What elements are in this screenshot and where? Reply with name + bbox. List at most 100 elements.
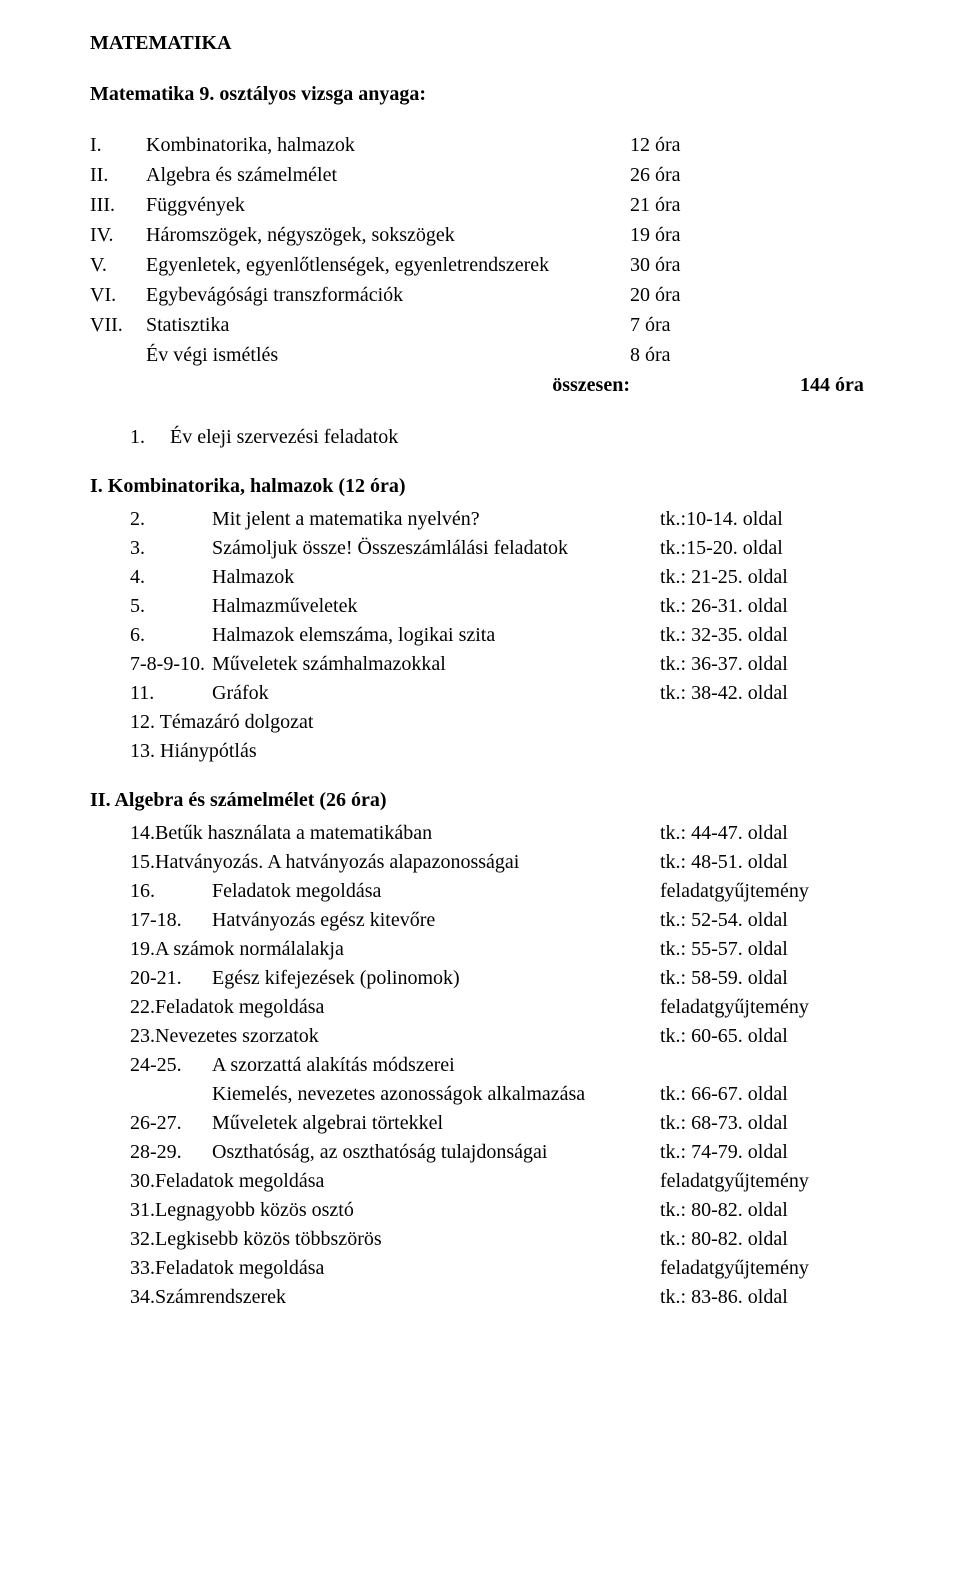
content-ref: tk.: 80-82. oldal xyxy=(660,1226,960,1253)
toc-row: VII.Statisztika7 óra xyxy=(90,312,960,339)
toc-num: V. xyxy=(90,252,146,279)
content-ref: tk.: 68-73. oldal xyxy=(660,1110,960,1137)
content-row: 14.Betűk használata a matematikábantk.: … xyxy=(90,820,960,847)
section-2-body: 14.Betűk használata a matematikábantk.: … xyxy=(90,820,960,1311)
content-row: 11.Gráfoktk.: 38-42. oldal xyxy=(90,680,960,707)
content-row: 34.Számrendszerektk.: 83-86. oldal xyxy=(90,1284,960,1311)
toc-label: Egybevágósági transzformációk xyxy=(146,282,630,309)
content-row: 12. Témazáró dolgozat xyxy=(90,709,960,736)
content-num: 5. xyxy=(130,593,212,620)
content-text: Halmazok elemszáma, logikai szita xyxy=(212,622,660,649)
content-ref: tk.: 55-57. oldal xyxy=(660,936,960,963)
toc-label: Év végi ismétlés xyxy=(146,342,630,369)
section-heading-2: II. Algebra és számelmélet (26 óra) xyxy=(90,787,960,814)
section-heading-1: I. Kombinatorika, halmazok (12 óra) xyxy=(90,473,960,500)
content-ref: feladatgyűjtemény xyxy=(660,878,960,905)
content-row: 7-8-9-10.Műveletek számhalmazokkaltk.: 3… xyxy=(90,651,960,678)
toc-hours: 19 óra xyxy=(630,222,960,249)
content-text: 22.Feladatok megoldása xyxy=(130,994,660,1021)
content-ref: feladatgyűjtemény xyxy=(660,1168,960,1195)
toc-hours: 21 óra xyxy=(630,192,960,219)
content-ref: tk.: 83-86. oldal xyxy=(660,1284,960,1311)
content-text: 14.Betűk használata a matematikában xyxy=(130,820,660,847)
doc-subtitle: Matematika 9. osztályos vizsga anyaga: xyxy=(90,81,960,108)
content-num: 11. xyxy=(130,680,212,707)
content-ref: feladatgyűjtemény xyxy=(660,1255,960,1282)
content-ref: feladatgyűjtemény xyxy=(660,994,960,1021)
toc-num: III. xyxy=(90,192,146,219)
total-label: összesen: xyxy=(90,372,800,399)
content-text: 32.Legkisebb közös többszörös xyxy=(130,1226,660,1253)
content-row: 31.Legnagyobb közös osztótk.: 80-82. old… xyxy=(90,1197,960,1224)
toc-label: Függvények xyxy=(146,192,630,219)
content-text: 15.Hatványozás. A hatványozás alapazonos… xyxy=(130,849,660,876)
content-row: 6.Halmazok elemszáma, logikai szitatk.: … xyxy=(90,622,960,649)
content-text: 12. Témazáró dolgozat xyxy=(130,709,660,736)
toc-row: I.Kombinatorika, halmazok12 óra xyxy=(90,132,960,159)
content-ref xyxy=(660,738,960,765)
toc-row: Év végi ismétlés8 óra xyxy=(90,342,960,369)
content-text: Műveletek számhalmazokkal xyxy=(212,651,660,678)
content-text: Halmazok xyxy=(212,564,660,591)
content-ref: tk.: 32-35. oldal xyxy=(660,622,960,649)
toc-num: VII. xyxy=(90,312,146,339)
content-num: 16. xyxy=(130,878,212,905)
content-ref: tk.: 21-25. oldal xyxy=(660,564,960,591)
content-row: 3.Számoljuk össze! Összeszámlálási felad… xyxy=(90,535,960,562)
section-1-body: 2.Mit jelent a matematika nyelvén?tk.:10… xyxy=(90,506,960,765)
content-row: 5.Halmazműveletektk.: 26-31. oldal xyxy=(90,593,960,620)
content-row: 26-27.Műveletek algebrai törtekkeltk.: 6… xyxy=(90,1110,960,1137)
content-ref xyxy=(660,709,960,736)
content-row: Kiemelés, nevezetes azonosságok alkalmaz… xyxy=(90,1081,960,1108)
toc-row: V.Egyenletek, egyenlőtlenségek, egyenlet… xyxy=(90,252,960,279)
content-row: 28-29.Oszthatóság, az oszthatóság tulajd… xyxy=(90,1139,960,1166)
content-text: Számoljuk össze! Összeszámlálási feladat… xyxy=(212,535,660,562)
total-hours: 144 óra xyxy=(800,372,960,399)
content-num: 24-25. xyxy=(130,1052,212,1079)
content-text: 31.Legnagyobb közös osztó xyxy=(130,1197,660,1224)
content-row: 4.Halmazoktk.: 21-25. oldal xyxy=(90,564,960,591)
total-row: összesen: 144 óra xyxy=(90,372,960,399)
content-ref: tk.: 58-59. oldal xyxy=(660,965,960,992)
content-num: 7-8-9-10. xyxy=(130,651,212,678)
content-num: 3. xyxy=(130,535,212,562)
toc-label: Háromszögek, négyszögek, sokszögek xyxy=(146,222,630,249)
content-ref: tk.: 52-54. oldal xyxy=(660,907,960,934)
toc-row: VI.Egybevágósági transzformációk20 óra xyxy=(90,282,960,309)
toc-num: IV. xyxy=(90,222,146,249)
content-text: Halmazműveletek xyxy=(212,593,660,620)
content-num: 20-21. xyxy=(130,965,212,992)
content-text: Feladatok megoldása xyxy=(212,878,660,905)
content-ref xyxy=(660,1052,960,1079)
content-ref: tk.: 48-51. oldal xyxy=(660,849,960,876)
content-row: 2.Mit jelent a matematika nyelvén?tk.:10… xyxy=(90,506,960,533)
content-text: Kiemelés, nevezetes azonosságok alkalmaz… xyxy=(130,1081,660,1108)
content-row: 16.Feladatok megoldásafeladatgyűjtemény xyxy=(90,878,960,905)
content-ref: tk.: 60-65. oldal xyxy=(660,1023,960,1050)
intro-item: 1. Év eleji szervezési feladatok xyxy=(90,424,960,451)
toc-num: I. xyxy=(90,132,146,159)
content-num: 17-18. xyxy=(130,907,212,934)
toc-hours: 20 óra xyxy=(630,282,960,309)
toc: I.Kombinatorika, halmazok12 óra II.Algebr… xyxy=(90,132,960,369)
content-text: 19.A számok normálalakja xyxy=(130,936,660,963)
content-text: A szorzattá alakítás módszerei xyxy=(212,1052,660,1079)
content-text: 30.Feladatok megoldása xyxy=(130,1168,660,1195)
content-row: 22.Feladatok megoldásafeladatgyűjtemény xyxy=(90,994,960,1021)
content-text: 33.Feladatok megoldása xyxy=(130,1255,660,1282)
content-num: 2. xyxy=(130,506,212,533)
content-ref: tk.:15-20. oldal xyxy=(660,535,960,562)
content-ref: tk.: 80-82. oldal xyxy=(660,1197,960,1224)
content-row: 20-21.Egész kifejezések (polinomok)tk.: … xyxy=(90,965,960,992)
content-row: 15.Hatványozás. A hatványozás alapazonos… xyxy=(90,849,960,876)
content-ref: tk.:10-14. oldal xyxy=(660,506,960,533)
content-row: 33.Feladatok megoldásafeladatgyűjtemény xyxy=(90,1255,960,1282)
toc-num: VI. xyxy=(90,282,146,309)
content-row: 23.Nevezetes szorzatoktk.: 60-65. oldal xyxy=(90,1023,960,1050)
toc-label: Statisztika xyxy=(146,312,630,339)
content-row: 24-25.A szorzattá alakítás módszerei xyxy=(90,1052,960,1079)
toc-row: II.Algebra és számelmélet26 óra xyxy=(90,162,960,189)
content-ref: tk.: 44-47. oldal xyxy=(660,820,960,847)
content-ref: tk.: 36-37. oldal xyxy=(660,651,960,678)
toc-hours: 12 óra xyxy=(630,132,960,159)
